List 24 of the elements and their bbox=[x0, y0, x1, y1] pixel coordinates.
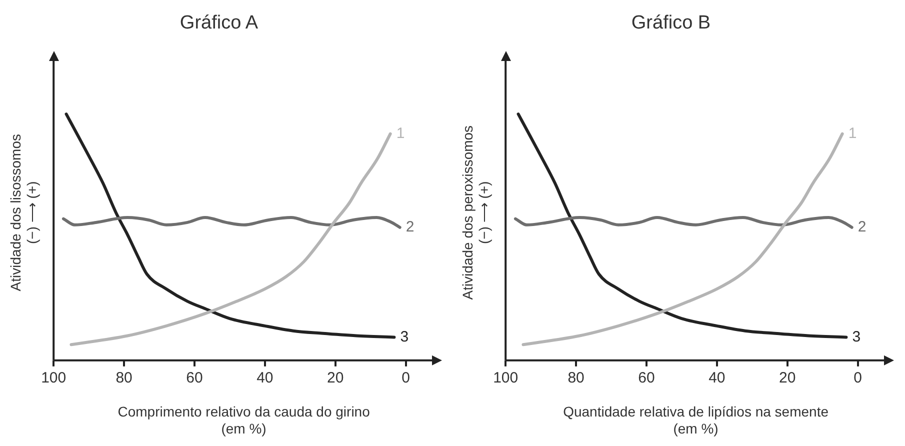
x-tick-label: 80 bbox=[568, 370, 584, 387]
chart-title: Gráfico A bbox=[180, 12, 258, 34]
x-tick-label: 100 bbox=[493, 370, 518, 387]
series-label: 2 bbox=[858, 218, 866, 236]
series-label: 1 bbox=[396, 124, 405, 142]
x-axis-title: Comprimento relativo da cauda do girino (em %) bbox=[118, 404, 370, 436]
series-label: 3 bbox=[400, 328, 409, 346]
chart-title: Gráfico B bbox=[631, 12, 711, 34]
y-axis-title: Atividade dos lisossomos (−) ⟶ (+) bbox=[7, 134, 40, 292]
x-tick-label: 20 bbox=[779, 370, 796, 387]
x-tick-label: 20 bbox=[327, 370, 344, 387]
x-tick-label: 100 bbox=[41, 370, 66, 387]
y-axis-title: Atividade dos peroxissomos (−) ⟶ (+) bbox=[459, 125, 492, 300]
x-tick-label: 60 bbox=[186, 370, 203, 387]
x-tick-label: 80 bbox=[116, 370, 132, 387]
series-label: 2 bbox=[406, 218, 414, 236]
x-tick-label: 40 bbox=[256, 370, 274, 387]
x-tick-label: 0 bbox=[854, 370, 862, 387]
x-axis-title: Quantidade relativa de lipídios na semente (em %) bbox=[563, 404, 829, 436]
x-tick-label: 40 bbox=[708, 370, 726, 387]
series-label: 3 bbox=[852, 328, 861, 346]
x-tick-label: 60 bbox=[638, 370, 655, 387]
series-label: 1 bbox=[848, 124, 857, 142]
x-tick-label: 0 bbox=[402, 370, 410, 387]
